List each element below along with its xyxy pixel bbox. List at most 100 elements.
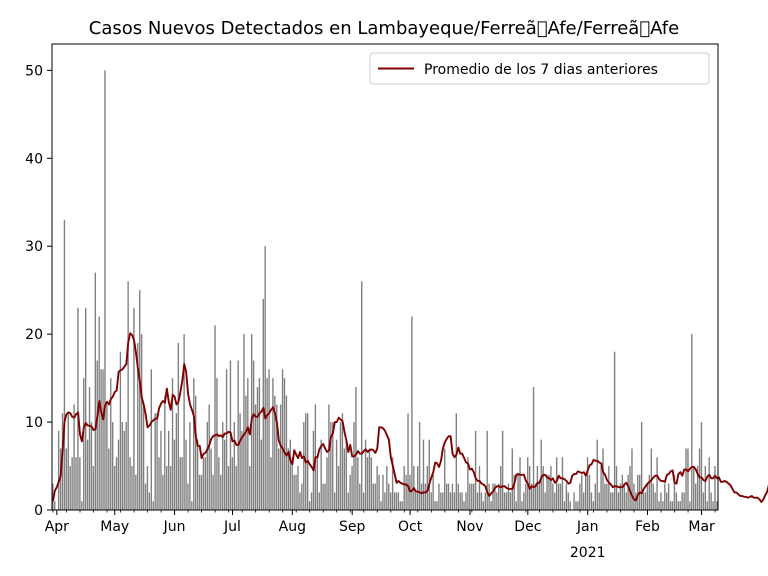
- bar: [125, 422, 127, 510]
- bar: [708, 457, 710, 510]
- bar: [482, 501, 485, 510]
- bar: [706, 501, 708, 510]
- bar: [490, 501, 492, 510]
- bar: [714, 466, 716, 510]
- bar: [679, 501, 681, 510]
- bar: [513, 474, 515, 510]
- bar: [386, 466, 388, 510]
- bar: [291, 457, 293, 510]
- bar: [166, 466, 168, 510]
- bar: [498, 483, 500, 510]
- bar: [175, 413, 178, 510]
- bar: [660, 492, 662, 510]
- bar: [698, 448, 701, 510]
- bar: [461, 492, 463, 510]
- bar: [113, 466, 116, 510]
- bar: [673, 474, 676, 510]
- x-tick-label: Aug: [279, 519, 306, 535]
- bar: [523, 492, 525, 510]
- bar: [121, 422, 124, 510]
- legend-label-average: Promedio de los 7 dias anteriores: [424, 62, 658, 78]
- bar: [237, 360, 239, 510]
- bar: [505, 492, 508, 510]
- bar: [685, 448, 687, 510]
- bar: [405, 474, 407, 510]
- bar: [472, 483, 475, 510]
- bar: [127, 281, 129, 510]
- bar: [434, 501, 436, 510]
- bar: [167, 430, 170, 510]
- bar: [581, 474, 583, 510]
- bar: [129, 457, 131, 510]
- bar: [353, 422, 355, 510]
- bar: [359, 483, 361, 510]
- bar: [117, 439, 120, 510]
- bar: [503, 492, 506, 510]
- bar: [108, 448, 110, 510]
- bar: [368, 448, 371, 510]
- bar: [310, 492, 313, 510]
- bar: [223, 439, 226, 510]
- bar: [615, 466, 618, 510]
- bar: [555, 457, 558, 510]
- bar: [507, 483, 510, 510]
- bar: [357, 457, 359, 510]
- bar: [164, 395, 166, 510]
- bar: [254, 404, 257, 510]
- bar: [187, 483, 189, 510]
- bar: [73, 404, 75, 510]
- bar: [370, 457, 373, 510]
- x-tick-label: Feb: [635, 519, 660, 535]
- bar: [347, 492, 349, 510]
- bar: [664, 483, 666, 510]
- bar: [521, 501, 523, 510]
- average-line-series: [52, 332, 768, 504]
- bar: [546, 474, 548, 510]
- x-tick-label: Jan: [576, 519, 599, 535]
- bar: [511, 448, 513, 510]
- bar: [484, 492, 486, 510]
- bar: [691, 334, 693, 510]
- bar: [88, 386, 91, 510]
- bar: [693, 466, 695, 510]
- bar: [235, 466, 237, 510]
- bar: [677, 501, 679, 510]
- bar: [584, 474, 587, 510]
- bar: [293, 474, 295, 510]
- bar: [150, 369, 152, 510]
- bar: [671, 501, 674, 510]
- x-tick-label: Nov: [456, 519, 483, 535]
- bar: [202, 457, 205, 510]
- bar: [610, 492, 612, 510]
- bar: [247, 378, 249, 510]
- bar: [611, 492, 614, 510]
- bar: [471, 483, 473, 510]
- bar: [662, 501, 664, 510]
- bar: [139, 290, 141, 510]
- bar: [343, 448, 346, 510]
- bar: [249, 466, 251, 510]
- bar: [538, 483, 541, 510]
- bar: [438, 483, 440, 510]
- bar: [210, 448, 212, 510]
- bar: [509, 492, 512, 510]
- bar: [297, 466, 299, 510]
- bar: [625, 492, 627, 510]
- bar: [619, 483, 622, 510]
- bar: [515, 501, 517, 510]
- bar: [430, 492, 432, 510]
- bar: [349, 474, 351, 510]
- bar: [252, 360, 255, 510]
- bar: [316, 457, 319, 510]
- bar: [654, 492, 656, 510]
- bar: [75, 457, 77, 510]
- bar: [303, 422, 305, 510]
- bar: [152, 501, 154, 510]
- bar: [474, 430, 477, 510]
- bar: [233, 422, 235, 510]
- bar: [536, 466, 539, 510]
- bar: [550, 466, 552, 510]
- bar: [86, 439, 89, 510]
- bar: [417, 466, 419, 510]
